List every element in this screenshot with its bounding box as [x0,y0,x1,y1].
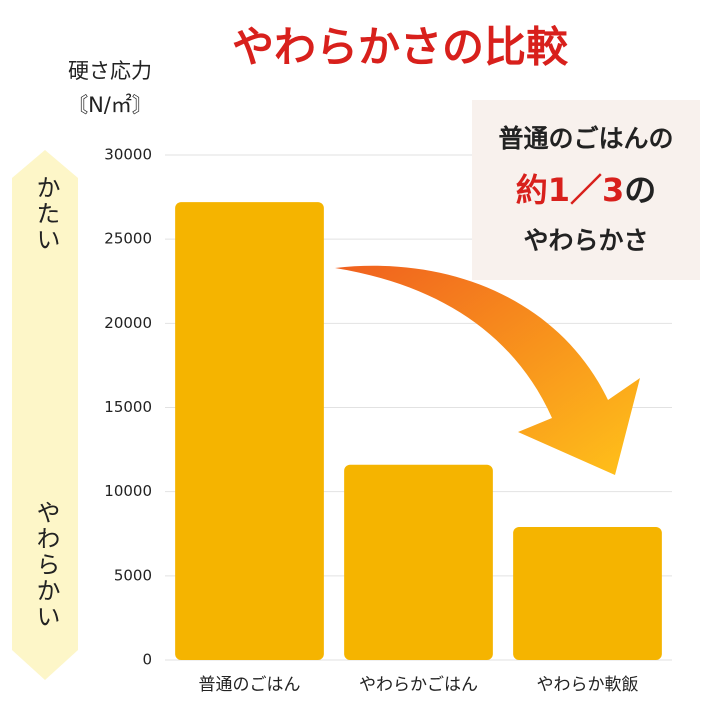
scale-arrow [12,150,78,680]
x-tick-label: やわらかごはん [359,675,478,695]
bar [175,202,324,660]
y-tick-label: 10000 [104,482,152,500]
callout-line: 普通のごはんの [498,124,673,153]
scale-bottom-label: やわらかい [32,500,60,630]
x-tick-label: 普通のごはん [199,675,301,695]
y-tick-label: 20000 [104,314,152,332]
chart-title: やわらかさの比較 [232,23,569,72]
bar [513,527,662,660]
y-axis-label: 硬さ応力 [68,59,152,83]
y-tick-label: 30000 [104,146,152,164]
y-tick-label: 25000 [104,230,152,248]
y-tick-label: 5000 [114,566,152,584]
callout-text: の [624,171,656,209]
decrease-arrow [335,265,640,475]
scale-top-label: かたい [32,175,60,253]
bar [344,464,493,660]
y-tick-label: 15000 [104,398,152,416]
callout-line: 約1／3の [516,171,657,209]
plot-area: 0 5000 10000 15000 20000 25000 30000 普通のごはん やわらか… [104,146,672,695]
callout-box [472,100,700,280]
callout-highlight: 約1／3 [516,171,625,209]
y-axis-unit: 〘N/㎡〙 [67,93,153,117]
x-tick-label: やわらか軟飯 [537,675,639,695]
y-tick-label: 0 [142,651,152,669]
callout-line: やわらかさ [523,226,648,255]
